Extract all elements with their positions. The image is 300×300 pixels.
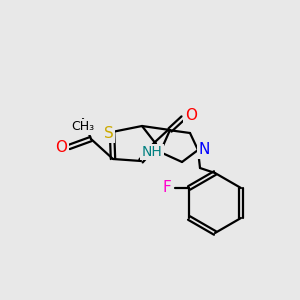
Text: NH: NH [142, 145, 162, 159]
Text: N: N [198, 142, 210, 158]
Text: O: O [55, 140, 67, 154]
Text: F: F [163, 181, 171, 196]
Text: S: S [104, 127, 114, 142]
Text: O: O [185, 109, 197, 124]
Text: CH₃: CH₃ [71, 121, 94, 134]
